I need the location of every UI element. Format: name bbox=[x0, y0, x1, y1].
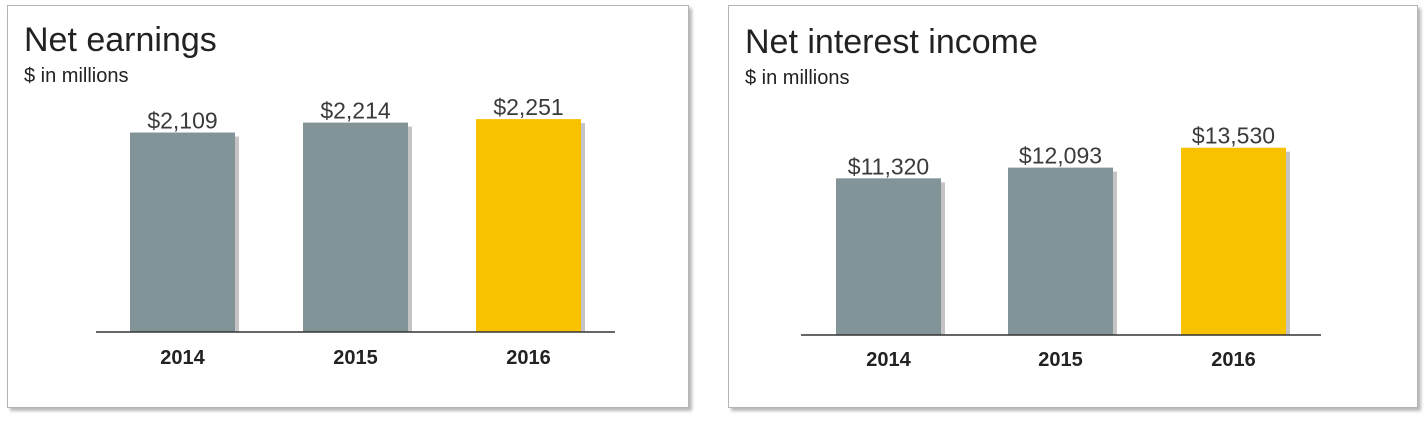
chart-subtitle: $ in millions bbox=[24, 65, 128, 87]
chart-title: Net interest income bbox=[745, 23, 1038, 61]
x-tick-label-2014: 2014 bbox=[866, 349, 911, 371]
x-tick-label-2014: 2014 bbox=[160, 347, 205, 369]
data-label-2016: $13,530 bbox=[1192, 123, 1275, 149]
chart-title: Net earnings bbox=[24, 21, 217, 59]
data-label-2014: $11,320 bbox=[848, 153, 929, 179]
x-tick-label-2016: 2016 bbox=[506, 347, 551, 369]
bar-2014 bbox=[130, 132, 235, 332]
data-label-2014: $2,109 bbox=[147, 108, 217, 134]
net-interest-income-chart: Net interest income $ in millions $11,32… bbox=[745, 23, 1321, 371]
x-tick-label-2015: 2015 bbox=[1038, 349, 1083, 371]
data-label-2015: $2,214 bbox=[320, 98, 391, 124]
x-tick-label-2016: 2016 bbox=[1211, 349, 1256, 371]
data-label-2016: $2,251 bbox=[493, 94, 563, 120]
bar-2014 bbox=[836, 178, 941, 335]
bar-2015 bbox=[1008, 167, 1113, 335]
bar-2016 bbox=[1181, 147, 1286, 335]
chart-subtitle: $ in millions bbox=[745, 67, 849, 89]
net-earnings-chart-panel: Net earnings $ in millions $2,109 2014 $2,… bbox=[7, 5, 689, 408]
bar-2015 bbox=[303, 122, 408, 332]
bar-2016 bbox=[476, 119, 581, 332]
x-tick-label-2015: 2015 bbox=[333, 347, 378, 369]
data-label-2015: $12,093 bbox=[1019, 143, 1102, 169]
net-earnings-chart: Net earnings $ in millions $2,109 2014 $2,… bbox=[24, 21, 615, 369]
net-interest-income-chart-panel: Net interest income $ in millions $11,32… bbox=[728, 5, 1418, 408]
